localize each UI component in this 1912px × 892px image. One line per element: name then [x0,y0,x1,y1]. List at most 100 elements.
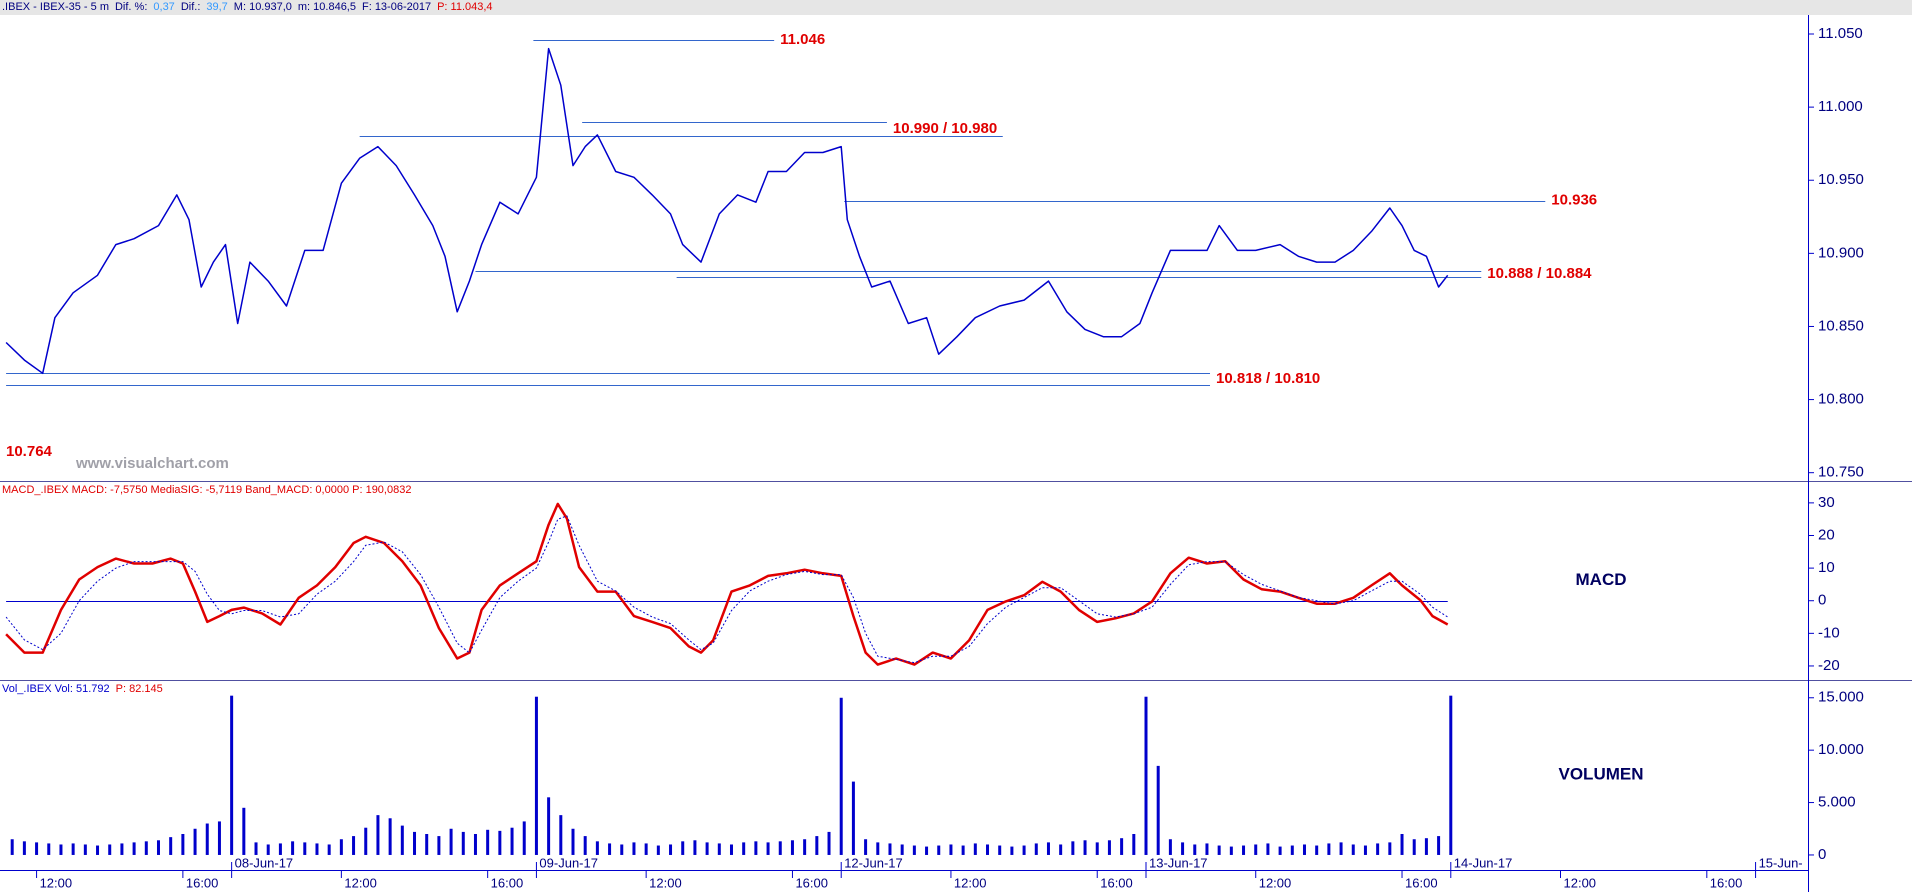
x-tick-label: 12:00 [40,875,73,890]
volume-bar [900,844,904,855]
volume-bar [169,837,173,855]
series-line [5,47,1449,375]
x-tick-label: 16:00 [795,875,828,890]
volume-bar [1168,839,1172,855]
volume-bar [1205,843,1209,855]
volume-bar [108,844,112,855]
volume-bar [71,843,75,855]
volume-bar [1278,846,1282,855]
volume-bar [559,815,563,855]
panel-label: MACD [1576,570,1627,589]
volume-bar [1327,843,1331,855]
volume-bar [790,840,794,855]
volume-bar [47,843,51,855]
volume-bar [620,844,624,855]
volume-bar [376,815,380,855]
level-label: 10.818 / 10.810 [1216,370,1320,387]
header-text: M: 10.937,0 [233,1,292,13]
volume-bar [461,831,465,855]
panel-label: VOLUMEN [1559,764,1644,783]
volume-bar [437,836,441,855]
volume-bar [669,844,673,855]
volume-bar [1107,840,1111,855]
volume-bar [571,828,575,855]
date-tick-label: 14-Jun-17 [1454,855,1513,870]
date-tick-label: 15-Jun- [1759,855,1803,870]
volume-bar [1290,845,1294,855]
y-tick-label: 10 [1818,559,1835,576]
volume-bar [400,825,404,855]
volume-bar [876,842,880,855]
volume-bar [132,842,136,855]
x-tick-label: 16:00 [1100,875,1133,890]
volume-bar [120,843,124,855]
x-tick-label: 16:00 [491,875,524,890]
volume-bar [1242,845,1246,855]
volume-bar [937,845,941,855]
level-label: 10.888 / 10.884 [1487,265,1592,282]
y-tick-label: -20 [1818,657,1840,674]
y-tick-label: 0 [1818,592,1826,609]
x-tick-label: 12:00 [344,875,377,890]
volume-bar [803,839,807,855]
volume-bar [693,840,697,855]
volume-bar [778,841,782,855]
watermark: www.visualchart.com [75,455,229,472]
volume-bar [827,831,831,855]
volume-bar [1266,843,1270,855]
x-tick-label: 12:00 [649,875,682,890]
volume-bar [59,844,63,855]
volume-bar [949,844,953,855]
volume-bar [1363,845,1367,855]
volume-bar [291,841,295,855]
x-tick-label: 16:00 [1405,875,1438,890]
date-tick-label: 09-Jun-17 [539,855,598,870]
y-tick-label: 20 [1818,526,1835,543]
volume-bar [327,844,331,855]
header-text: m: 10.846,5 [297,1,356,13]
volume-bar [339,839,343,855]
volume-bar [1193,844,1197,855]
volume-bar [144,841,148,855]
date-tick-label: 13-Jun-17 [1149,855,1208,870]
volume-bar [83,844,87,855]
volume-bar [1181,842,1185,855]
volume-bar [486,829,490,855]
header-text: 39,7 [206,1,228,13]
header-text: .IBEX - IBEX-35 - 5 m [2,1,109,13]
volume-bar [644,843,648,855]
volume-bar [1095,842,1099,855]
volume-bar [998,845,1002,855]
volume-bar [595,841,599,855]
y-tick-label: -10 [1818,624,1840,641]
volume-bar [473,833,477,855]
volume-bar [815,836,819,855]
volume-bar [1437,836,1441,855]
level-label: 10.990 / 10.980 [893,120,997,137]
volume-bar [1156,765,1160,855]
volume-bar [1010,846,1014,855]
volume-bar [912,845,916,855]
volume-bar [181,833,185,855]
volume-bar [742,842,746,855]
volume-bar [266,844,270,855]
volume-bar [1351,844,1355,855]
header-text: 0,37 [153,1,175,13]
volume-bar [973,843,977,855]
volume-bar [1376,843,1380,855]
volume-bar [608,843,612,855]
volume-bar [278,843,282,855]
volume-bar [425,833,429,855]
volume-bar [217,821,221,855]
volume-bar [583,836,587,855]
volume-bar [522,821,526,855]
price-header: .IBEX - IBEX-35 - 5 m Dif. %: 0,37 Dif.: 39,… [0,0,1912,15]
volume-bar [315,843,319,855]
volume-bar [1071,841,1075,855]
volume-bar [1022,845,1026,855]
volume-bar [656,845,660,855]
volume-bar [681,841,685,855]
volume-bar [364,827,368,855]
volume-bar [632,842,636,855]
